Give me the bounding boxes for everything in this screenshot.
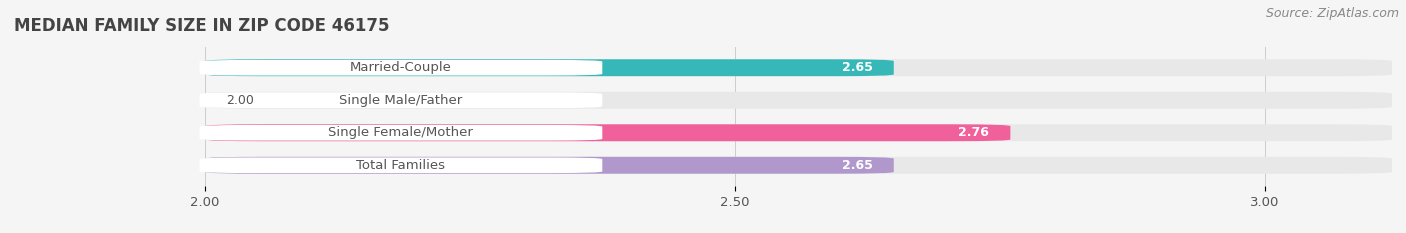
FancyBboxPatch shape: [205, 124, 1011, 141]
FancyBboxPatch shape: [205, 92, 1392, 109]
Text: 2.00: 2.00: [226, 94, 254, 107]
FancyBboxPatch shape: [200, 125, 602, 140]
Text: Married-Couple: Married-Couple: [350, 61, 451, 74]
Text: Single Male/Father: Single Male/Father: [339, 94, 463, 107]
FancyBboxPatch shape: [200, 60, 602, 75]
FancyBboxPatch shape: [205, 59, 1392, 76]
FancyBboxPatch shape: [205, 59, 894, 76]
Text: Source: ZipAtlas.com: Source: ZipAtlas.com: [1265, 7, 1399, 20]
FancyBboxPatch shape: [205, 157, 1392, 174]
Text: MEDIAN FAMILY SIZE IN ZIP CODE 46175: MEDIAN FAMILY SIZE IN ZIP CODE 46175: [14, 17, 389, 35]
Text: 2.76: 2.76: [959, 126, 990, 139]
Text: 2.65: 2.65: [842, 61, 873, 74]
Text: Total Families: Total Families: [357, 159, 446, 172]
Text: Single Female/Mother: Single Female/Mother: [329, 126, 474, 139]
Text: 2.65: 2.65: [842, 159, 873, 172]
FancyBboxPatch shape: [200, 93, 602, 108]
FancyBboxPatch shape: [205, 157, 894, 174]
FancyBboxPatch shape: [205, 124, 1392, 141]
FancyBboxPatch shape: [200, 158, 602, 173]
